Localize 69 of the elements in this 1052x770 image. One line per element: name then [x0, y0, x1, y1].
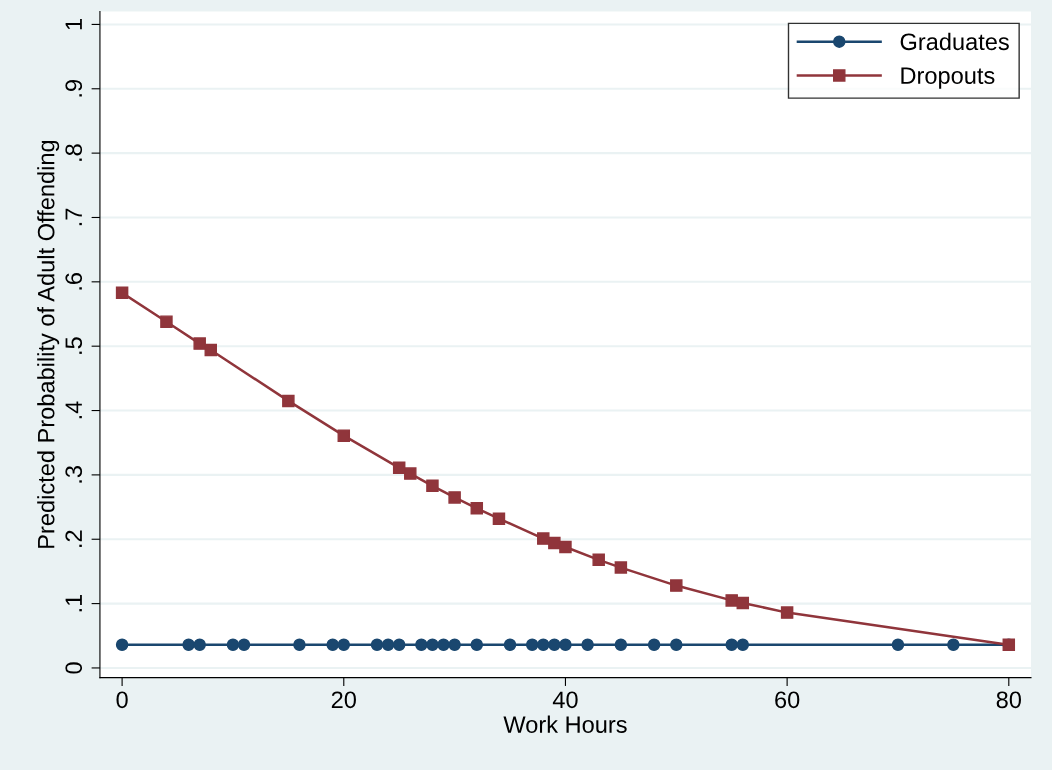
- point: [647, 638, 661, 652]
- point: [193, 337, 206, 350]
- y-tick-label: .4: [65, 401, 82, 419]
- y-tick-label: .1: [65, 594, 82, 612]
- point: [614, 638, 628, 652]
- legend-label: Dropouts: [901, 67, 995, 89]
- point: [448, 491, 461, 504]
- point: [448, 638, 461, 652]
- point: [326, 638, 339, 652]
- point: [115, 638, 129, 652]
- point: [404, 467, 417, 480]
- point: [492, 512, 506, 525]
- y-tick-label: .2: [65, 530, 82, 547]
- point: [537, 638, 550, 652]
- x-tick-label: 60: [775, 691, 800, 709]
- point: [736, 638, 750, 652]
- point: [537, 532, 550, 545]
- x-tick-label: 80: [996, 691, 1021, 709]
- point: [193, 638, 206, 652]
- point: [470, 502, 484, 515]
- point: [426, 638, 439, 652]
- point: [736, 596, 750, 610]
- point: [426, 479, 439, 493]
- point: [780, 606, 794, 619]
- point: [282, 394, 295, 408]
- point: [337, 638, 351, 652]
- legend-label: Graduates: [900, 32, 1009, 51]
- point: [437, 638, 450, 652]
- point: [548, 536, 561, 550]
- point: [581, 638, 594, 652]
- point: [115, 286, 129, 300]
- point: [415, 638, 428, 652]
- point: [503, 638, 517, 652]
- y-tick-label: 0: [65, 662, 83, 674]
- point: [237, 638, 251, 652]
- point: [381, 638, 395, 652]
- point: [670, 638, 683, 652]
- point: [548, 638, 561, 652]
- point: [204, 343, 218, 357]
- y-tick-label: .7: [65, 208, 82, 226]
- point: [725, 638, 738, 652]
- point: [470, 638, 484, 652]
- y-tick-label: .3: [65, 466, 83, 483]
- point: [160, 315, 173, 328]
- point: [559, 540, 572, 554]
- point: [182, 638, 195, 652]
- point: [725, 594, 738, 607]
- point: [370, 638, 384, 652]
- y-tick-label: .8: [65, 144, 83, 161]
- y-axis-title: Predicted Probability of Adult Offending: [37, 140, 60, 548]
- point: [592, 553, 605, 567]
- x-tick-label: 0: [116, 691, 128, 709]
- point: [947, 638, 960, 652]
- point: [293, 638, 306, 652]
- point: [559, 638, 572, 652]
- x-tick-label: 40: [552, 691, 578, 709]
- y-tick-label: 1: [65, 19, 82, 30]
- point: [337, 429, 351, 442]
- point: [891, 638, 905, 652]
- x-axis-title: Work Hours: [503, 715, 627, 733]
- x-tick-label: 20: [331, 691, 356, 709]
- point: [525, 638, 539, 652]
- y-tick-label: .5: [65, 337, 83, 354]
- y-tick-label: .9: [65, 80, 83, 97]
- point: [226, 638, 240, 652]
- y-tick-label: .6: [65, 273, 83, 290]
- point: [614, 561, 628, 574]
- point: [670, 579, 683, 592]
- point: [392, 638, 406, 652]
